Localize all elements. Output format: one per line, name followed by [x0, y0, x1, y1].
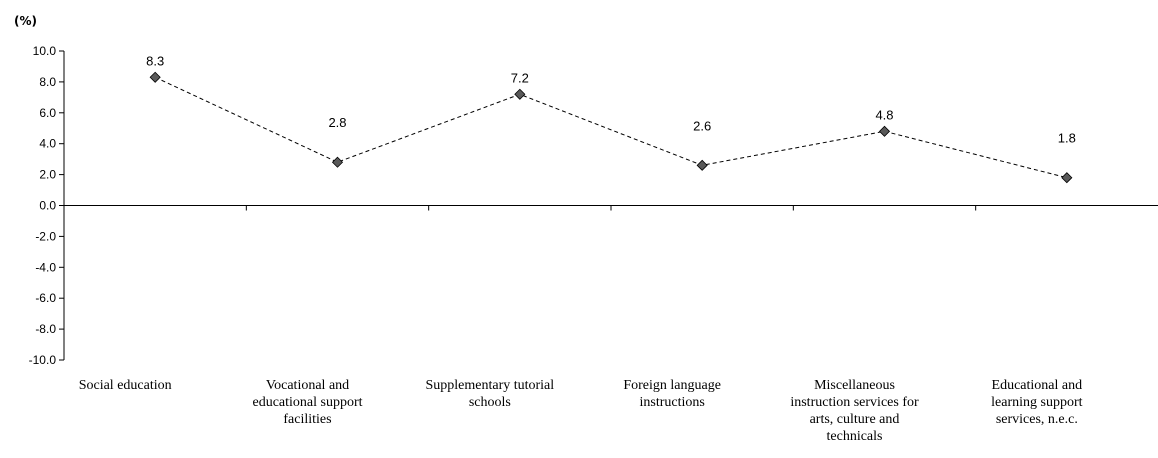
- y-tick-label: -8.0: [35, 322, 56, 336]
- category-labels: Social education Vocational and educationa…: [79, 378, 1083, 444]
- y-tick-label: 10.0: [33, 44, 57, 58]
- y-tick-label: -6.0: [35, 291, 56, 305]
- category-label: Miscellaneous instruction services for art…: [790, 378, 919, 444]
- y-tick-label: -10.0: [29, 353, 57, 367]
- x-axis: [64, 205, 1158, 211]
- y-unit-label: (%): [14, 14, 37, 28]
- category-label: Social education: [79, 378, 172, 393]
- data-label: 2.8: [328, 115, 346, 130]
- data-point: [331, 156, 344, 168]
- y-tick-label: -4.0: [35, 260, 56, 274]
- data-labels: 8.3 2.8 7.2 2.6 4.8 1.8: [146, 53, 1076, 145]
- y-tick-label: 6.0: [39, 106, 56, 120]
- series-path: [154, 76, 1067, 179]
- data-point: [696, 159, 708, 171]
- data-label: 2.6: [693, 118, 711, 133]
- category-label: Foreign language instructions: [623, 378, 721, 410]
- y-tick-label: 4.0: [39, 137, 56, 151]
- data-label: 4.8: [875, 107, 893, 122]
- data-point: [514, 88, 526, 100]
- data-label: 8.3: [146, 53, 164, 68]
- series-line: [149, 71, 1073, 184]
- data-point: [149, 71, 161, 83]
- data-point: [1061, 172, 1073, 184]
- category-label: Supplementary tutorial schools: [425, 378, 554, 410]
- category-label: Vocational and educational support facilit…: [252, 378, 362, 427]
- data-label: 7.2: [511, 70, 529, 85]
- y-tick-label: 0.0: [39, 199, 56, 213]
- y-tick-label: 8.0: [39, 75, 56, 89]
- y-axis: 10.0 8.0 6.0 4.0 2.0 0.0 -2.0 -4.0 -6.0 -8.0 -10.0: [29, 44, 65, 367]
- category-label: Educational and learning support services,…: [991, 378, 1082, 427]
- y-tick-label: -2.0: [35, 229, 56, 243]
- y-tick-label: 2.0: [39, 168, 56, 182]
- data-label: 1.8: [1058, 131, 1076, 146]
- data-point: [878, 125, 891, 137]
